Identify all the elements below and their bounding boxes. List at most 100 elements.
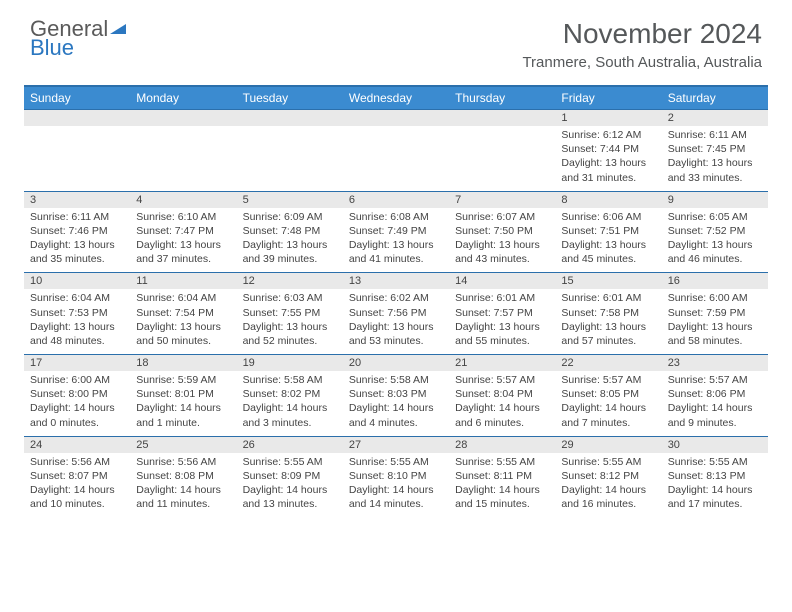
- sunrise-text: Sunrise: 6:10 AM: [136, 210, 230, 224]
- day-detail: Sunrise: 6:04 AMSunset: 7:53 PMDaylight:…: [24, 289, 130, 354]
- day-number: 22: [555, 355, 661, 371]
- sunrise-text: Sunrise: 5:58 AM: [349, 373, 443, 387]
- day-number: 14: [449, 273, 555, 289]
- sunrise-text: Sunrise: 6:03 AM: [243, 291, 337, 305]
- daynum-row: 24252627282930: [24, 437, 768, 453]
- sunset-text: Sunset: 7:56 PM: [349, 306, 443, 320]
- sunset-text: Sunset: 7:52 PM: [668, 224, 762, 238]
- week: 10111213141516Sunrise: 6:04 AMSunset: 7:…: [24, 272, 768, 354]
- day-detail: Sunrise: 6:10 AMSunset: 7:47 PMDaylight:…: [130, 208, 236, 273]
- daylight-text: Daylight: 14 hours and 9 minutes.: [668, 401, 762, 429]
- sunrise-text: Sunrise: 6:04 AM: [136, 291, 230, 305]
- sunrise-text: Sunrise: 5:56 AM: [30, 455, 124, 469]
- day-number: 28: [449, 437, 555, 453]
- day-number: 12: [237, 273, 343, 289]
- sunrise-text: Sunrise: 6:01 AM: [455, 291, 549, 305]
- day-detail: Sunrise: 5:55 AMSunset: 8:11 PMDaylight:…: [449, 453, 555, 518]
- day-detail: Sunrise: 5:57 AMSunset: 8:05 PMDaylight:…: [555, 371, 661, 436]
- logo-triangle-icon: [108, 22, 128, 41]
- daylight-text: Daylight: 14 hours and 16 minutes.: [561, 483, 655, 511]
- sunrise-text: Sunrise: 5:55 AM: [561, 455, 655, 469]
- weekday-header: Sunday: [24, 87, 130, 109]
- sunset-text: Sunset: 8:05 PM: [561, 387, 655, 401]
- sunset-text: Sunset: 8:13 PM: [668, 469, 762, 483]
- location-subtitle: Tranmere, South Australia, Australia: [522, 54, 762, 71]
- sunrise-text: Sunrise: 6:11 AM: [30, 210, 124, 224]
- weekday-header: Tuesday: [237, 87, 343, 109]
- sunset-text: Sunset: 7:51 PM: [561, 224, 655, 238]
- day-detail: Sunrise: 6:03 AMSunset: 7:55 PMDaylight:…: [237, 289, 343, 354]
- detail-row: Sunrise: 6:12 AMSunset: 7:44 PM Daylight:…: [24, 126, 768, 191]
- day-number: [130, 110, 236, 126]
- sunrise-text: Sunrise: 5:57 AM: [668, 373, 762, 387]
- day-detail: Sunrise: 5:57 AMSunset: 8:04 PMDaylight:…: [449, 371, 555, 436]
- day-number: 13: [343, 273, 449, 289]
- sunrise-text: Sunrise: 6:11 AM: [668, 128, 762, 142]
- detail-row: Sunrise: 5:56 AMSunset: 8:07 PMDaylight:…: [24, 453, 768, 518]
- daylight-text: Daylight: 13 hours and 53 minutes.: [349, 320, 443, 348]
- daynum-row: 3456789: [24, 192, 768, 208]
- sunset-text: Sunset: 7:49 PM: [349, 224, 443, 238]
- daylight-text: Daylight: 13 hours and 33 minutes.: [668, 156, 762, 184]
- sunrise-text: Sunrise: 6:00 AM: [30, 373, 124, 387]
- sunset-text: Sunset: 8:01 PM: [136, 387, 230, 401]
- calendar-grid: SundayMondayTuesdayWednesdayThursdayFrid…: [24, 85, 768, 517]
- day-number: 9: [662, 192, 768, 208]
- sunrise-text: Sunrise: 5:58 AM: [243, 373, 337, 387]
- daylight-text: Daylight: 13 hours and 55 minutes.: [455, 320, 549, 348]
- day-number: 2: [662, 110, 768, 126]
- sunrise-text: Sunrise: 5:55 AM: [243, 455, 337, 469]
- daynum-row: 12: [24, 110, 768, 126]
- daylight-text: Daylight: 13 hours and 52 minutes.: [243, 320, 337, 348]
- sunset-text: Sunset: 7:47 PM: [136, 224, 230, 238]
- sunrise-text: Sunrise: 5:55 AM: [668, 455, 762, 469]
- sunset-text: Sunset: 7:50 PM: [455, 224, 549, 238]
- day-number: 27: [343, 437, 449, 453]
- day-detail: Sunrise: 5:58 AMSunset: 8:03 PMDaylight:…: [343, 371, 449, 436]
- daylight-text: Daylight: 14 hours and 15 minutes.: [455, 483, 549, 511]
- day-detail: Sunrise: 5:56 AMSunset: 8:08 PMDaylight:…: [130, 453, 236, 518]
- day-detail: Sunrise: 6:01 AMSunset: 7:57 PMDaylight:…: [449, 289, 555, 354]
- sunset-text: Sunset: 8:04 PM: [455, 387, 549, 401]
- day-number: 17: [24, 355, 130, 371]
- day-detail: Sunrise: 6:12 AMSunset: 7:44 PMDaylight:…: [555, 126, 661, 191]
- day-number: 7: [449, 192, 555, 208]
- daylight-text: Daylight: 14 hours and 13 minutes.: [243, 483, 337, 511]
- sunset-text: Sunset: 7:44 PM: [561, 142, 655, 156]
- day-number: [343, 110, 449, 126]
- week: 17181920212223Sunrise: 6:00 AMSunset: 8:…: [24, 354, 768, 436]
- sunset-text: Sunset: 7:54 PM: [136, 306, 230, 320]
- sunset-text: Sunset: 8:07 PM: [30, 469, 124, 483]
- day-detail: Sunrise: 5:55 AMSunset: 8:13 PMDaylight:…: [662, 453, 768, 518]
- daylight-text: Daylight: 13 hours and 41 minutes.: [349, 238, 443, 266]
- day-number: 5: [237, 192, 343, 208]
- sunrise-text: Sunrise: 5:56 AM: [136, 455, 230, 469]
- sunset-text: Sunset: 8:10 PM: [349, 469, 443, 483]
- week: 24252627282930Sunrise: 5:56 AMSunset: 8:…: [24, 436, 768, 518]
- sunrise-text: Sunrise: 6:01 AM: [561, 291, 655, 305]
- day-number: [237, 110, 343, 126]
- daylight-text: Daylight: 13 hours and 43 minutes.: [455, 238, 549, 266]
- day-detail: [343, 126, 449, 191]
- sunset-text: Sunset: 8:00 PM: [30, 387, 124, 401]
- logo: General Blue: [30, 18, 128, 59]
- daylight-text: Daylight: 13 hours and 50 minutes.: [136, 320, 230, 348]
- sunset-text: Sunset: 7:48 PM: [243, 224, 337, 238]
- day-number: 18: [130, 355, 236, 371]
- daylight-text: Daylight: 14 hours and 3 minutes.: [243, 401, 337, 429]
- day-detail: Sunrise: 6:00 AMSunset: 8:00 PMDaylight:…: [24, 371, 130, 436]
- day-detail: Sunrise: 6:00 AMSunset: 7:59 PMDaylight:…: [662, 289, 768, 354]
- day-detail: Sunrise: 6:11 AMSunset: 7:45 PMDaylight:…: [662, 126, 768, 191]
- day-detail: Sunrise: 6:07 AMSunset: 7:50 PMDaylight:…: [449, 208, 555, 273]
- sunrise-text: Sunrise: 6:12 AM: [561, 128, 655, 142]
- detail-row: Sunrise: 6:00 AMSunset: 8:00 PM Daylight:…: [24, 371, 768, 436]
- daylight-text: Daylight: 14 hours and 11 minutes.: [136, 483, 230, 511]
- day-detail: Sunrise: 6:01 AMSunset: 7:58 PMDaylight:…: [555, 289, 661, 354]
- day-number: 8: [555, 192, 661, 208]
- sunrise-text: Sunrise: 6:09 AM: [243, 210, 337, 224]
- sunset-text: Sunset: 8:09 PM: [243, 469, 337, 483]
- day-detail: Sunrise: 6:08 AMSunset: 7:49 PMDaylight:…: [343, 208, 449, 273]
- day-detail: [130, 126, 236, 191]
- daylight-text: Daylight: 13 hours and 35 minutes.: [30, 238, 124, 266]
- sunrise-text: Sunrise: 6:00 AM: [668, 291, 762, 305]
